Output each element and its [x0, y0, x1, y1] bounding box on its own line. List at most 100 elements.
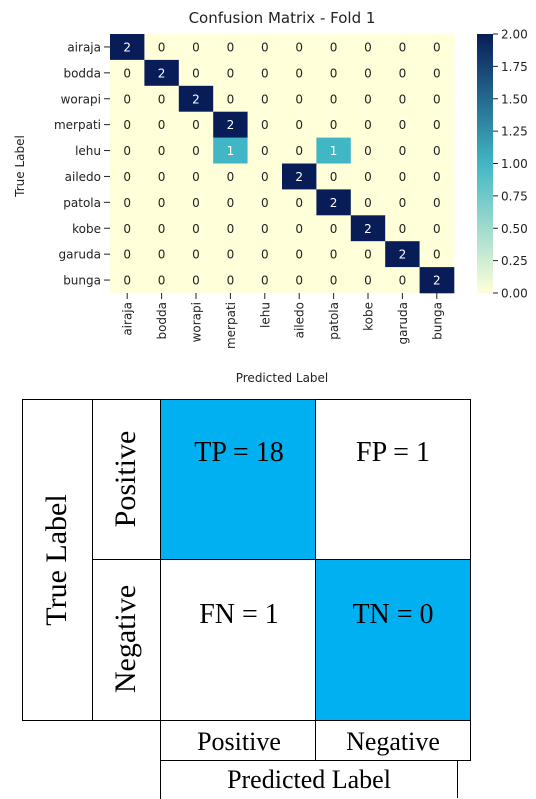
heatmap-cell — [213, 215, 248, 242]
heatmap-cell-value: 0 — [123, 222, 131, 236]
heatmap-cell-value: 0 — [433, 222, 441, 236]
heatmap-cell-value: 0 — [433, 92, 441, 106]
heatmap-cell-value: 0 — [364, 170, 372, 184]
heatmap-cell — [316, 241, 352, 268]
heatmap-cell — [144, 34, 180, 61]
heatmap-cell — [385, 85, 420, 112]
heatmap-cell-value: 0 — [330, 248, 338, 262]
heatmap-cell-value: 0 — [227, 40, 235, 54]
heatmap-cell — [385, 137, 420, 164]
heatmap-cell-value: 0 — [330, 222, 338, 236]
col-label-positive: Positive — [197, 727, 281, 756]
heatmap-cell — [282, 267, 317, 294]
heatmap-cell-value: 0 — [433, 144, 441, 158]
heatmap-cell-value: 2 — [399, 248, 407, 262]
heatmap-title: Confusion Matrix - Fold 1 — [189, 9, 376, 27]
heatmap-cell-value: 0 — [261, 274, 269, 288]
heatmap-cell — [144, 267, 180, 294]
row-tick-label: kobe — [72, 222, 101, 236]
fn-label: FN = 1 — [199, 599, 279, 630]
outer-frame — [22, 399, 471, 721]
heatmap-cell-value: 0 — [433, 248, 441, 262]
heatmap-cell-value: 0 — [227, 274, 235, 288]
tp-label: TP = 18 — [194, 437, 284, 468]
heatmap-cell — [213, 163, 248, 190]
heatmap-cell — [213, 34, 248, 61]
heatmap-cell — [247, 215, 283, 242]
col-tick-label: kobe — [362, 302, 376, 331]
heatmap-cell — [385, 215, 420, 242]
heatmap-cell — [247, 59, 283, 87]
heatmap-cell-value: 0 — [158, 248, 166, 262]
heatmap-cells: 2 0 0 0 0 0 0 0 0 0 0 2 0 0 0 0 0 0 0 0 0 0 2 0 0 0 0 0 0 0 0 0 0 2 0 0 0 0 0 0… — [110, 34, 455, 294]
heatmap-cell — [350, 111, 386, 138]
heatmap-row-labels: airaja bodda worapi merpati lehu ailedo patola… — [54, 40, 110, 288]
colorbar-tick-label: 0.25 — [501, 254, 528, 268]
col-tick-label: bunga — [430, 302, 444, 340]
row-divider — [92, 559, 471, 560]
heatmap-cell — [178, 111, 214, 138]
colorbar-tick-label: 1.00 — [501, 157, 528, 171]
row-tick-label: merpati — [54, 118, 101, 132]
heatmap-cell-value: 0 — [261, 144, 269, 158]
heatmap-cell — [385, 267, 420, 294]
heatmap-cell — [316, 85, 352, 112]
row-tick-label: garuda — [59, 248, 101, 262]
colorbar-tick-label: 0.00 — [501, 287, 528, 301]
heatmap-cell-value: 0 — [295, 144, 303, 158]
heatmap-cell-value: 0 — [433, 40, 441, 54]
heatmap-cell-value: 0 — [123, 144, 131, 158]
heatmap-cell — [350, 163, 386, 190]
heatmap-cell — [247, 137, 283, 164]
heatmap-cell — [110, 137, 145, 164]
heatmap-cell-value: 2 — [123, 40, 131, 54]
heatmap-cell-value: 0 — [192, 274, 200, 288]
heatmap-cell-value: 0 — [158, 144, 166, 158]
heatmap-cell — [110, 189, 145, 216]
bottom-right-border — [470, 721, 471, 760]
heatmap-cell — [178, 163, 214, 190]
row-tick-label: bunga — [63, 274, 101, 288]
heatmap-cell-value: 0 — [261, 118, 269, 132]
heatmap-cell — [385, 111, 420, 138]
heatmap-cell-value: 0 — [123, 92, 131, 106]
heatmap-cell — [110, 215, 145, 242]
heatmap-cell-value: 0 — [295, 196, 303, 210]
fp-label: FP = 1 — [356, 437, 430, 468]
heatmap-xlabel: Predicted Label — [236, 371, 329, 385]
heatmap-cell-value: 0 — [261, 222, 269, 236]
heatmap-cell-value: 0 — [192, 66, 200, 80]
heatmap-cell — [178, 215, 214, 242]
heatmap-cell-value: 0 — [123, 248, 131, 262]
heatmap-cell-value: 0 — [227, 66, 235, 80]
heatmap-cell — [213, 137, 248, 164]
heatmap-cell-value: 0 — [399, 274, 407, 288]
heatmap-cell-value: 0 — [192, 144, 200, 158]
heatmap-cell-value: 0 — [123, 170, 131, 184]
heatmap-cell — [144, 163, 180, 190]
col-tick-label: bodda — [155, 302, 169, 340]
heatmap-cell-value: 0 — [399, 222, 407, 236]
heatmap-cell-value: 0 — [399, 196, 407, 210]
heatmap-cell-value: 0 — [158, 170, 166, 184]
heatmap-cell — [385, 163, 420, 190]
col-tick-label: garuda — [396, 302, 410, 344]
heatmap-cell-value: 0 — [123, 66, 131, 80]
row-tick-label: airaja — [67, 40, 101, 54]
heatmap-cell — [178, 59, 214, 87]
heatmap-cell — [144, 85, 180, 112]
heatmap-cell-value: 0 — [123, 196, 131, 210]
heatmap-cell-value: 2 — [158, 66, 166, 80]
heatmap-cell — [247, 34, 283, 61]
heatmap-cell — [213, 189, 248, 216]
heatmap-cell-value: 0 — [158, 222, 166, 236]
heatmap-cell-value: 0 — [364, 274, 372, 288]
heatmap-cell — [282, 241, 317, 268]
heatmap-cell-value: 0 — [399, 118, 407, 132]
heatmap-cell — [178, 85, 214, 112]
heatmap-cell-value: 0 — [192, 170, 200, 184]
summary-confusion-table: TP = 18 FP = 1 FN = 1 TN = 0 True Label … — [0, 393, 536, 799]
heatmap-cell — [178, 267, 214, 294]
heatmap-cell — [316, 163, 352, 190]
colorbar-tick-label: 0.75 — [501, 189, 528, 203]
